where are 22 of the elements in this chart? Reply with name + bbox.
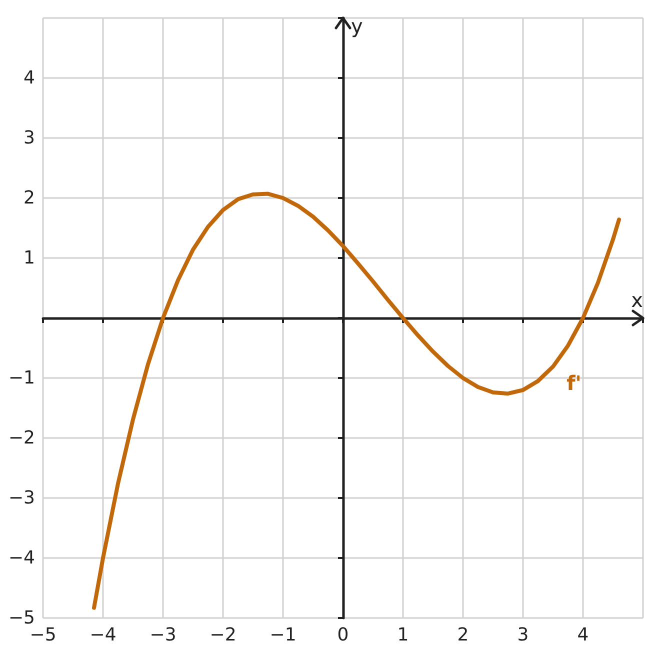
x-axis-title: x (631, 288, 644, 312)
y-tick-label: −2 (8, 428, 35, 448)
x-tick-label: 4 (577, 624, 589, 646)
y-tick-label: 4 (24, 68, 35, 88)
y-tick-label: 2 (24, 188, 35, 208)
x-tick-label: 3 (517, 624, 529, 646)
line-series (92, 192, 621, 610)
y-tick-label: −1 (8, 368, 35, 388)
y-tick-label: −3 (8, 488, 35, 508)
x-tick-label: 2 (457, 624, 469, 646)
x-tick-label: 0 (337, 624, 349, 646)
x-tick-label: 1 (397, 624, 409, 646)
x-tick-label: −4 (90, 624, 116, 646)
x-tick-label: −2 (210, 624, 236, 646)
y-tick-label: 1 (24, 248, 35, 268)
y-axis-title: y (351, 14, 363, 38)
y-tick-label: −5 (8, 608, 35, 628)
x-tick-label: −1 (270, 624, 296, 646)
x-tick-label: −3 (150, 624, 176, 646)
y-tick-label: 3 (24, 128, 35, 148)
annotation: f' (566, 371, 582, 395)
y-tick-label: −4 (8, 548, 35, 568)
